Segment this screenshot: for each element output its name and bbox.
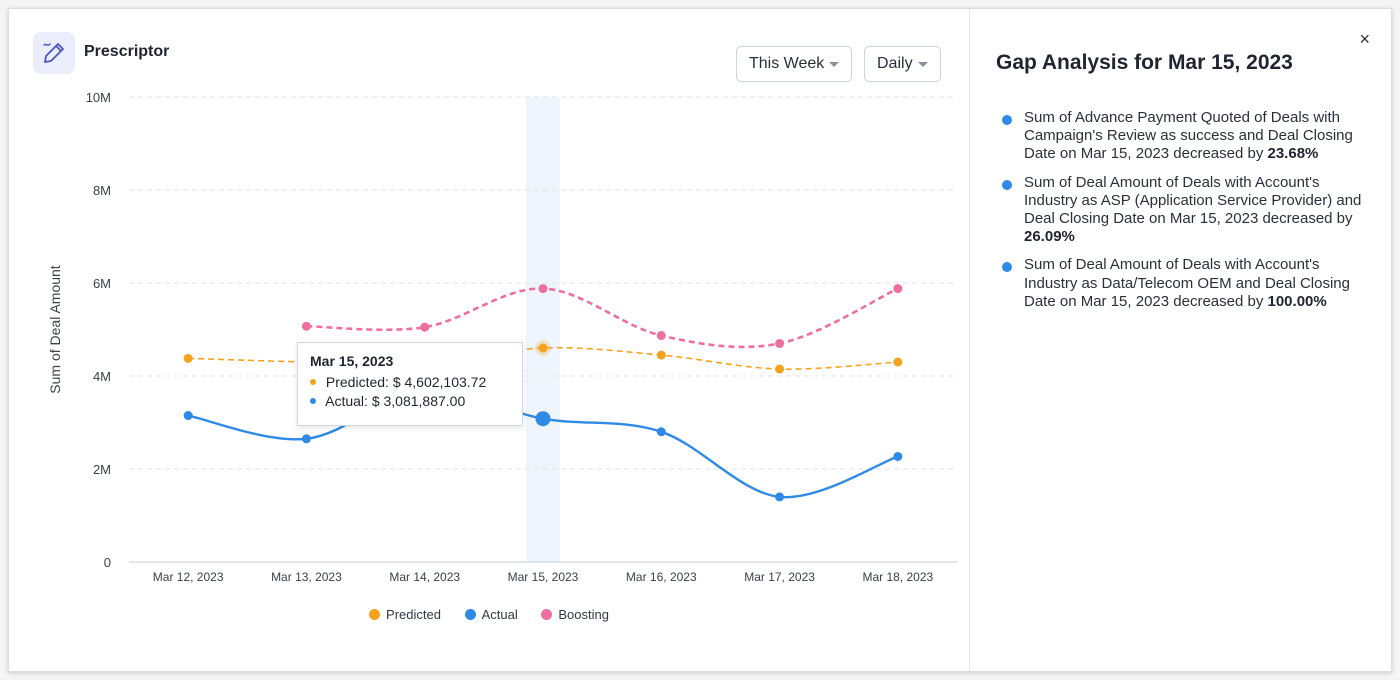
x-tick-label: Mar 14, 2023 <box>389 570 460 584</box>
caret-down-icon <box>829 62 839 67</box>
x-tick-label: Mar 17, 2023 <box>744 570 815 584</box>
data-point-boosting <box>420 322 430 332</box>
legend-swatch-boosting <box>541 609 553 621</box>
legend-label-predicted: Predicted <box>386 607 441 622</box>
legend-swatch-predicted <box>369 609 381 621</box>
data-point-boosting <box>656 331 666 341</box>
data-point-predicted <box>538 343 548 353</box>
bullet-dot-icon <box>1002 262 1012 273</box>
legend-label-boosting: Boosting <box>558 607 609 622</box>
bullet-dot-icon <box>1002 179 1012 190</box>
y-tick-label: 6M <box>93 276 111 291</box>
data-point-boosting <box>775 338 785 348</box>
predicted-dot-icon <box>310 379 316 386</box>
data-point-predicted <box>775 364 785 374</box>
close-icon[interactable]: × <box>1359 29 1370 49</box>
granularity-dropdown[interactable]: Daily <box>864 46 941 82</box>
data-point-actual <box>893 451 903 461</box>
chart-tooltip: Mar 15, 2023 Predicted: $ 4,602,103.72 A… <box>297 342 523 426</box>
pen-edit-icon <box>43 43 64 63</box>
line-chart: 0 2M 4M 6M 8M 10M Mar 12, 2023 Mar 13, 2023 Mar … <box>47 90 957 584</box>
data-point-predicted <box>893 357 903 367</box>
actual-dot-icon <box>310 398 316 405</box>
gap-item-value: 23.68% <box>1267 145 1319 163</box>
data-point-actual <box>535 411 551 427</box>
period-dropdown[interactable]: This Week <box>736 46 852 82</box>
data-point-predicted <box>656 350 666 360</box>
x-tick-label: Mar 16, 2023 <box>626 570 697 584</box>
tooltip-actual-value: $ 3,081,887.00 <box>371 393 466 409</box>
data-point-boosting <box>301 321 311 331</box>
data-point-actual <box>301 434 311 444</box>
data-point-actual <box>775 492 785 502</box>
gap-item: Sum of Deal Amount of Deals with Account… <box>1002 256 1372 311</box>
prescriptor-card: Prescriptor This Week Daily 0 2M 4M 6M 8M 10M… <box>8 8 1392 672</box>
caret-down-icon <box>918 62 928 67</box>
app-icon-badge <box>33 32 75 74</box>
y-tick-label: 4M <box>93 369 111 384</box>
tooltip-predicted-value: $ 4,602,103.72 <box>392 374 487 390</box>
gap-item-text: Sum of Deal Amount of Deals with Account… <box>1024 256 1350 310</box>
legend-item-boosting[interactable]: Boosting <box>541 607 609 622</box>
y-tick-label: 0 <box>104 555 111 570</box>
y-tick-label: 2M <box>93 462 111 477</box>
tooltip-actual-row: Actual: $ 3,081,887.00 <box>310 393 510 409</box>
period-dropdown-value: This Week <box>749 55 825 72</box>
legend-label-actual: Actual <box>481 607 518 622</box>
y-tick-label: 8M <box>93 183 111 198</box>
tooltip-predicted-label: Predicted: <box>325 374 389 390</box>
gap-item: Sum of Advance Payment Quoted of Deals w… <box>1002 109 1372 164</box>
data-point-boosting <box>893 284 903 294</box>
data-point-boosting <box>538 284 548 294</box>
tooltip-predicted-row: Predicted: $ 4,602,103.72 <box>310 374 510 390</box>
legend-item-predicted[interactable]: Predicted <box>369 607 441 622</box>
x-tick-label: Mar 15, 2023 <box>508 570 579 584</box>
y-tick-label: 10M <box>86 90 111 105</box>
granularity-dropdown-value: Daily <box>877 55 913 72</box>
x-tick-label: Mar 18, 2023 <box>862 570 933 584</box>
bullet-dot-icon <box>1002 115 1012 125</box>
highlight-band <box>526 97 560 562</box>
data-point-actual <box>183 411 193 421</box>
data-point-actual <box>656 427 666 437</box>
y-axis-label: Sum of Deal Amount <box>47 265 63 394</box>
gap-item-value: 26.09% <box>1024 228 1075 246</box>
x-tick-label: Mar 12, 2023 <box>153 570 224 584</box>
gap-item-text: Sum of Deal Amount of Deals with Account… <box>1024 173 1362 228</box>
series-line-boosting <box>306 287 899 349</box>
chart-legend: Predicted Actual Boosting <box>9 607 969 622</box>
tooltip-date: Mar 15, 2023 <box>310 353 394 369</box>
legend-item-actual[interactable]: Actual <box>464 607 518 622</box>
gap-item-text: Sum of Advance Payment Quoted of Deals w… <box>1024 109 1353 163</box>
gap-item-value: 100.00% <box>1267 292 1327 310</box>
data-point-predicted <box>183 353 193 363</box>
chart-area: Prescriptor This Week Daily 0 2M 4M 6M 8M 10M… <box>9 9 969 671</box>
gap-analysis-panel: × Gap Analysis for Mar 15, 2023 Sum of A… <box>969 9 1392 671</box>
gap-item: Sum of Deal Amount of Deals with Account… <box>1002 174 1372 247</box>
app-title: Prescriptor <box>84 43 170 60</box>
x-tick-label: Mar 13, 2023 <box>271 570 342 584</box>
panel-title: Gap Analysis for Mar 15, 2023 <box>996 51 1293 74</box>
tooltip-actual-label: Actual: <box>325 393 368 409</box>
gap-list: Sum of Advance Payment Quoted of Deals w… <box>1002 109 1372 321</box>
legend-swatch-actual <box>464 609 476 621</box>
